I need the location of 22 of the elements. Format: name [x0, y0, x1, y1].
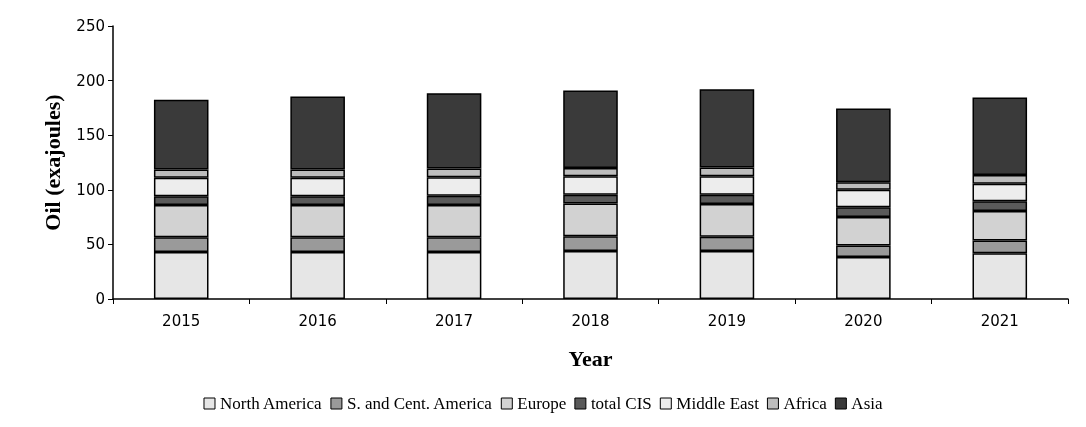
x-tick-label: 2020: [844, 311, 883, 330]
legend-label: S. and Cent. America: [346, 394, 493, 413]
y-tick-label: 250: [76, 17, 105, 35]
legend-label: Middle East: [676, 394, 760, 413]
legend-label: total CIS: [590, 394, 652, 413]
legend-label: Africa: [783, 394, 828, 413]
y-tick-label: 0: [95, 290, 105, 308]
x-tick-label: 2019: [707, 311, 747, 330]
x-tick-label: 2015: [162, 311, 201, 330]
x-tick-label: 2017: [434, 311, 474, 330]
x-axis-title: Year: [568, 345, 613, 371]
x-tick-label: 2018: [571, 311, 610, 330]
y-tick-label: 150: [76, 126, 105, 145]
legend-label: Europe: [517, 394, 567, 413]
x-tick-label: 2021: [980, 311, 1019, 330]
y-tick-label: 50: [85, 235, 105, 254]
legend-label: Asia: [851, 394, 883, 413]
y-axis-title: Oil (exajoules): [39, 94, 65, 231]
y-tick-label: 200: [76, 71, 105, 90]
x-tick-label: 2016: [298, 311, 337, 330]
legend-label: North America: [219, 394, 322, 413]
y-tick-label: 100: [76, 180, 105, 199]
